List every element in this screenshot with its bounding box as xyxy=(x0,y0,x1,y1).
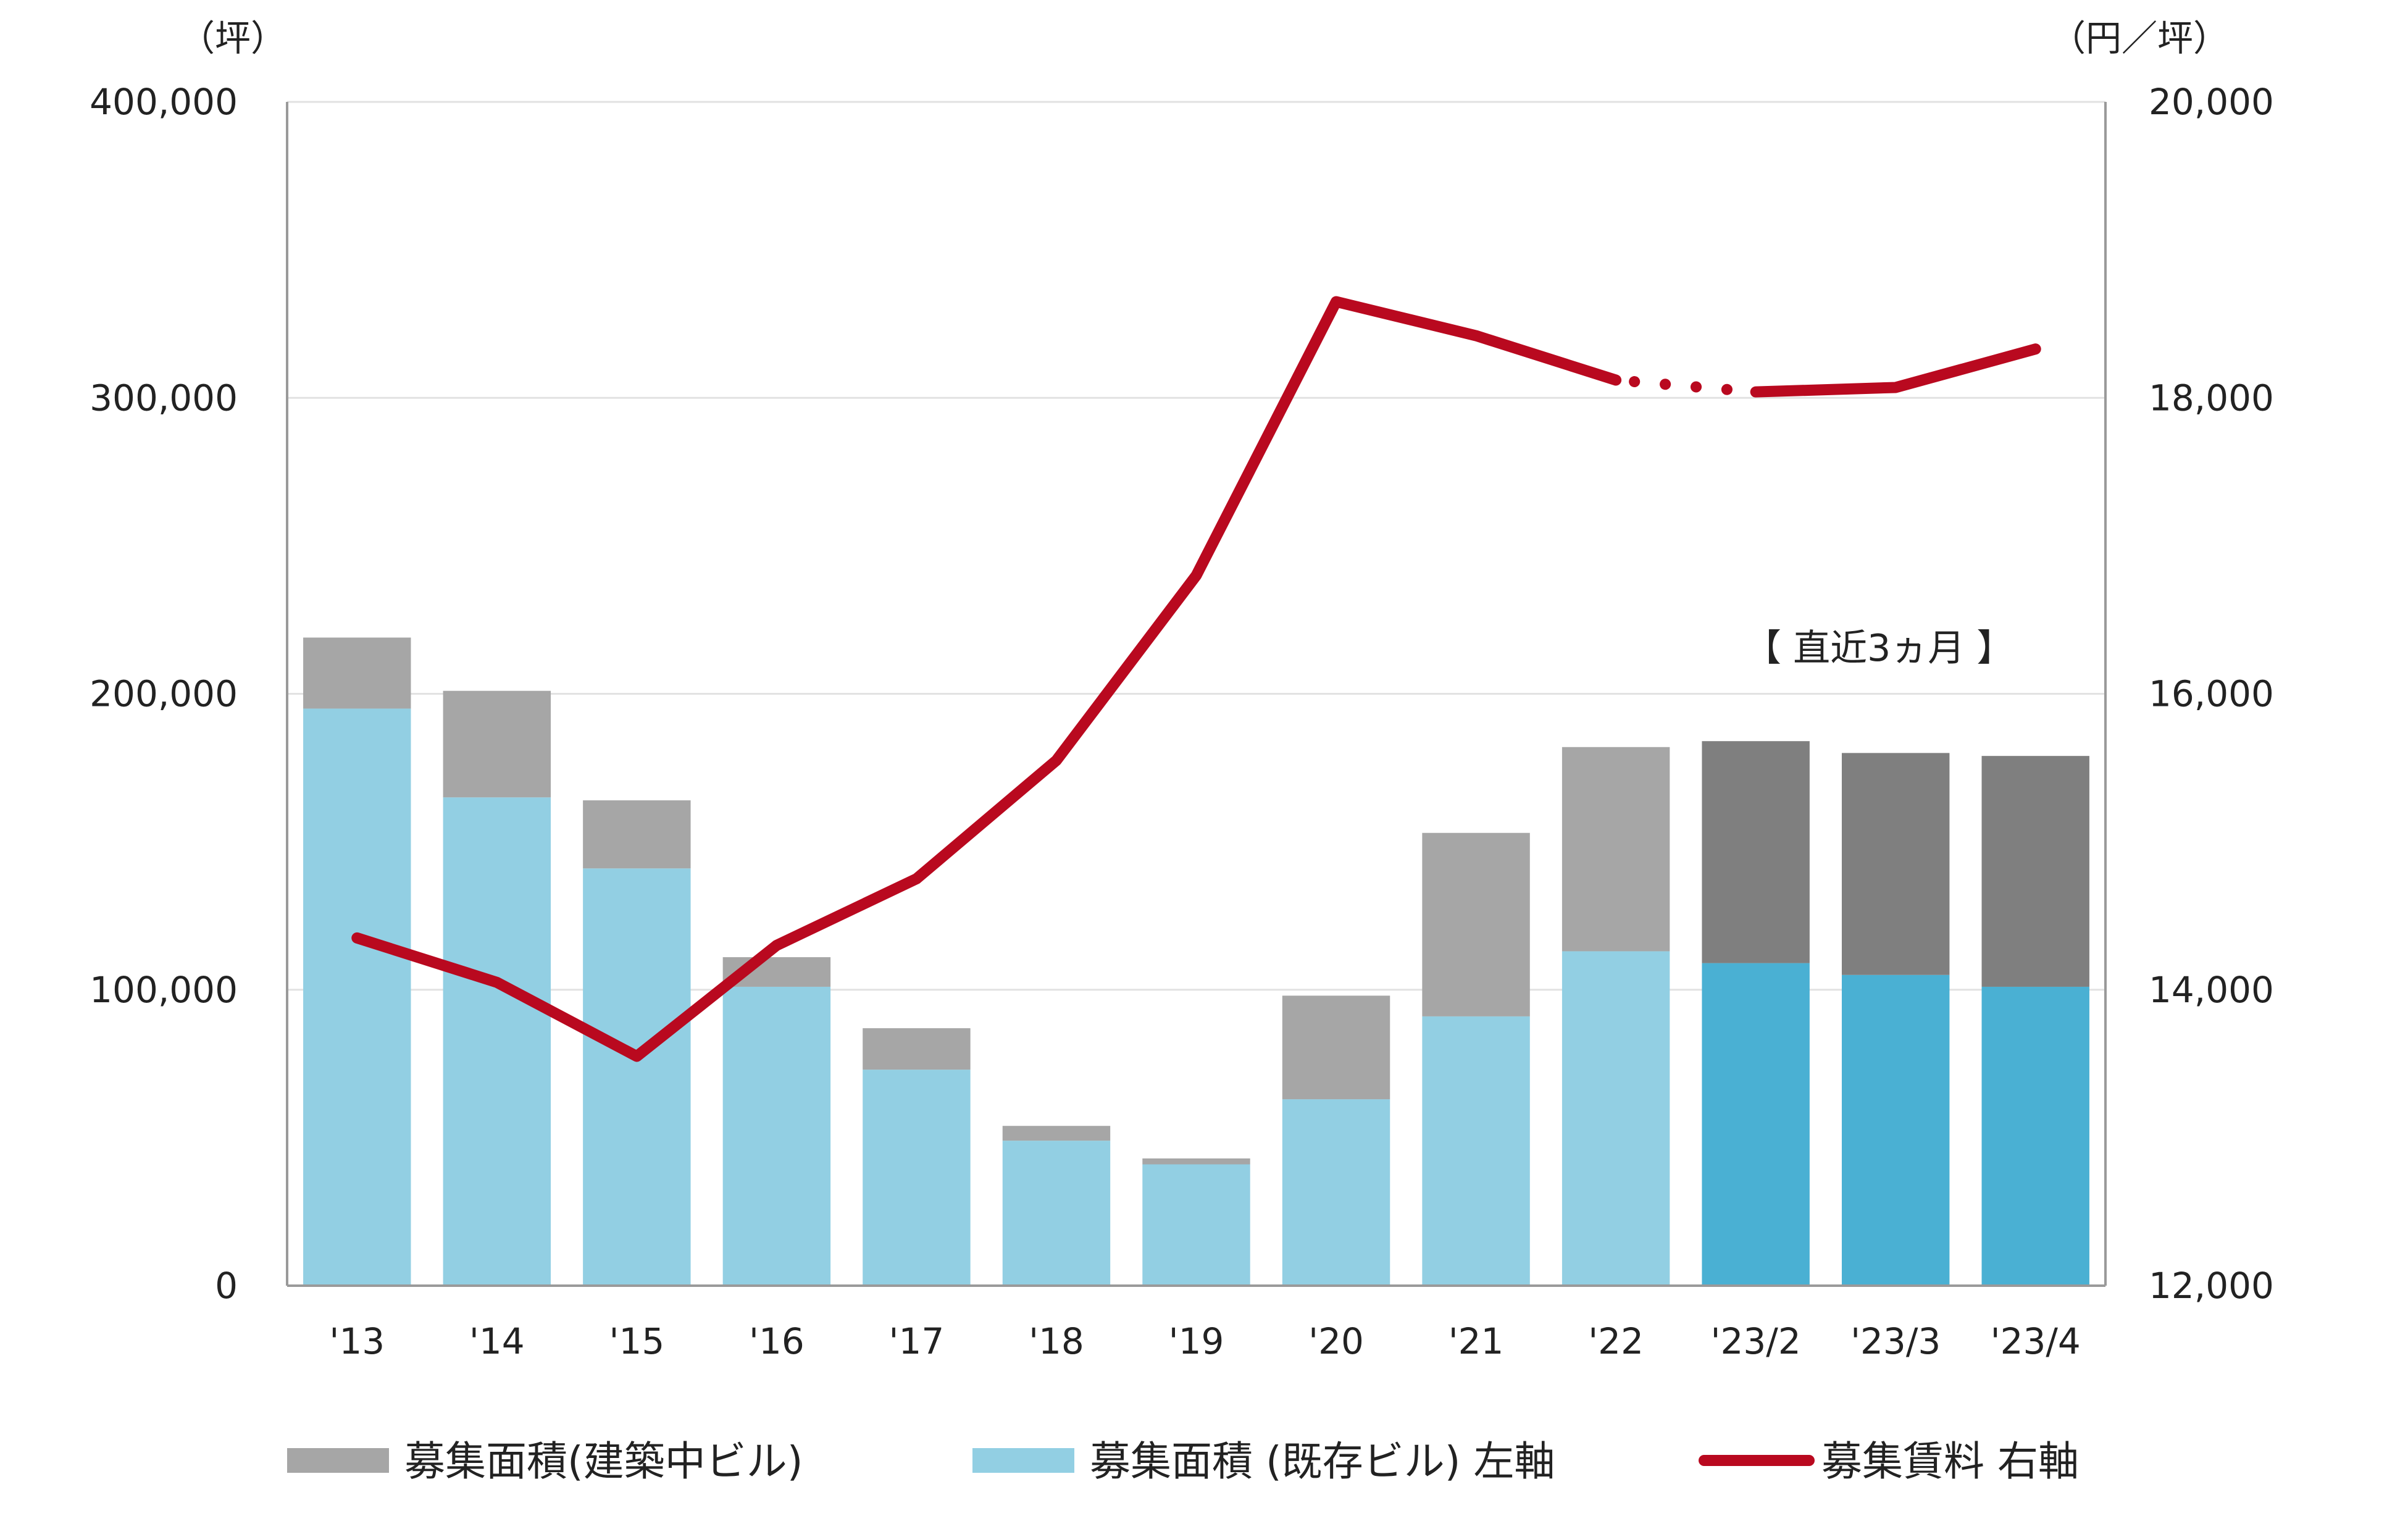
bar-under-construction xyxy=(1422,832,1530,1016)
bar-existing xyxy=(722,986,831,1286)
bar-under-construction xyxy=(1702,741,1810,963)
legend-label: 募集面積 (既存ビル) 左軸 xyxy=(1090,1438,1555,1485)
gridlines xyxy=(287,101,2105,991)
right-tick-label: 20,000 xyxy=(2149,81,2274,123)
bar-under-construction xyxy=(1002,1126,1111,1141)
bar-existing xyxy=(1422,1016,1530,1286)
bar-under-construction xyxy=(863,1028,971,1070)
category-label: '23/3 xyxy=(1850,1320,1941,1362)
bar-existing xyxy=(443,797,551,1286)
axes xyxy=(286,102,2107,1287)
left-tick-label: 200,000 xyxy=(90,673,238,715)
bar-existing xyxy=(1702,963,1810,1286)
left-tick-label: 0 xyxy=(215,1265,238,1307)
left-tick-label: 300,000 xyxy=(90,377,238,419)
category-label: '18 xyxy=(1029,1320,1084,1362)
right-axis-unit: （円／坪） xyxy=(2050,17,2229,59)
bars xyxy=(303,637,2089,1286)
legend: 募集面積(建築中ビル) 募集面積 (既存ビル) 左軸 募集賃料 右軸 xyxy=(287,1438,2079,1485)
legend-label: 募集面積(建築中ビル) xyxy=(404,1438,803,1485)
bar-existing xyxy=(1561,951,1670,1286)
left-tick-label: 100,000 xyxy=(90,969,238,1011)
right-tick-label: 14,000 xyxy=(2149,969,2274,1011)
bar-existing xyxy=(1002,1141,1111,1286)
bar-existing xyxy=(303,708,411,1286)
bar-existing xyxy=(1282,1099,1390,1286)
rent-line-dotted xyxy=(1629,376,1762,398)
bar-under-construction xyxy=(1981,756,2089,987)
category-label: '23/2 xyxy=(1711,1320,1801,1362)
axis-labels: 0 12,000 100,000 14,000 200,000 16,000 300,000… xyxy=(90,81,2274,1362)
bar-under-construction xyxy=(443,690,551,798)
bar-under-construction xyxy=(1142,1158,1250,1165)
right-tick-label: 12,000 xyxy=(2149,1265,2274,1307)
bar-under-construction xyxy=(303,637,411,709)
rent-line-solid xyxy=(351,296,1622,1062)
rent-line xyxy=(351,296,2041,1062)
bar-existing xyxy=(863,1070,971,1286)
left-axis-unit: （坪） xyxy=(179,17,286,59)
category-label: '13 xyxy=(329,1320,385,1362)
bar-under-construction xyxy=(583,800,691,869)
category-label: '14 xyxy=(469,1320,525,1362)
recent-months-annotation: 【 直近3ヵ月 】 xyxy=(1744,627,2013,670)
bar-existing xyxy=(1142,1164,1250,1286)
right-tick-label: 18,000 xyxy=(2149,377,2274,419)
bar-existing xyxy=(583,868,691,1286)
legend-label: 募集賃料 右軸 xyxy=(1821,1438,2079,1485)
bar-existing xyxy=(1841,974,1950,1286)
rent-line-recent xyxy=(1750,343,2041,398)
left-tick-label: 400,000 xyxy=(90,81,238,123)
category-label: '23/4 xyxy=(1991,1320,2081,1362)
bar-under-construction xyxy=(1841,753,1950,975)
legend-swatch-bar xyxy=(287,1448,389,1473)
category-label: '20 xyxy=(1308,1320,1364,1362)
bar-existing xyxy=(1981,986,2089,1286)
category-label: '19 xyxy=(1169,1320,1224,1362)
category-label: '17 xyxy=(889,1320,945,1362)
bar-under-construction xyxy=(1561,747,1670,952)
legend-swatch-bar xyxy=(972,1448,1074,1473)
category-label: '16 xyxy=(749,1320,805,1362)
category-label: '21 xyxy=(1449,1320,1504,1362)
category-label: '15 xyxy=(609,1320,664,1362)
bar-under-construction xyxy=(1282,995,1390,1100)
right-tick-label: 16,000 xyxy=(2149,673,2274,715)
category-label: '22 xyxy=(1588,1320,1644,1362)
